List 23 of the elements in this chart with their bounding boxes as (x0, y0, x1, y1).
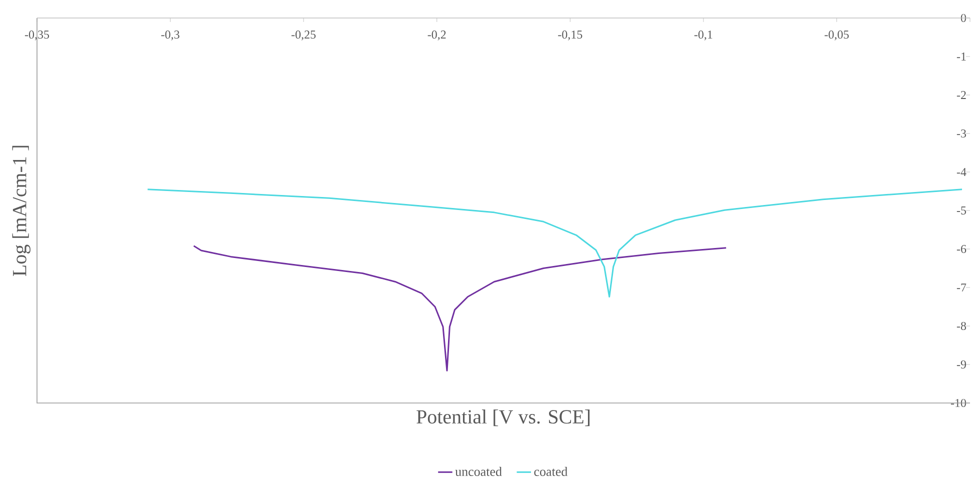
x-tick-label: -0,05 (824, 30, 849, 40)
x-tick-label: -0,1 (694, 30, 712, 40)
legend-label: uncoated (455, 466, 502, 476)
x-tick-label: -0,3 (161, 30, 180, 40)
legend-label: coated (534, 466, 568, 476)
line-series (192, 245, 727, 372)
x-tick-label: -0,25 (292, 30, 316, 40)
y-tick-label: -4 (956, 168, 966, 176)
y-tick-label: -10 (950, 398, 966, 408)
x-tick-label: -0,15 (558, 30, 582, 40)
y-axis-title: Log [mA/cm-1 ] (12, 146, 30, 276)
y-tick-label: -7 (956, 284, 966, 292)
y-tick-label: -9 (956, 360, 966, 369)
x-tick-label: -0,35 (24, 30, 50, 40)
y-tick-label: 0 (960, 14, 966, 22)
y-tick-label: -3 (956, 129, 966, 138)
x-axis-title: Potential [V vs. SCE] (416, 410, 590, 426)
y-tick-label: -5 (956, 206, 966, 214)
x-tick-label: -0,2 (428, 30, 446, 40)
y-tick-label: -1 (956, 52, 966, 60)
y-tick-label: -2 (956, 91, 966, 99)
y-tick-label: -6 (956, 244, 966, 254)
y-tick-label: -8 (956, 322, 966, 330)
